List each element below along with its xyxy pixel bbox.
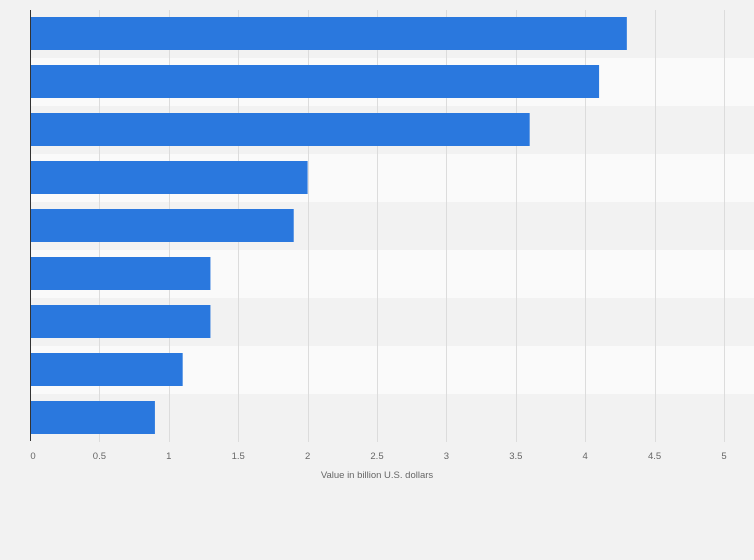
x-tick-label: 3	[444, 451, 449, 462]
bar[interactable]	[31, 17, 627, 50]
x-tick-label: 4	[583, 451, 588, 462]
bar[interactable]	[31, 257, 211, 290]
x-tick-label: 3.5	[509, 451, 522, 462]
x-tick-label: 2	[305, 451, 310, 462]
x-axis-title: Value in billion U.S. dollars	[321, 470, 434, 481]
bar[interactable]	[31, 353, 183, 386]
x-tick-label: 5	[721, 451, 726, 462]
bars	[31, 17, 627, 434]
x-tick-label: 0	[30, 451, 35, 462]
bar[interactable]	[31, 65, 600, 98]
x-tick-label: 1.5	[232, 451, 245, 462]
x-tick-label: 4.5	[648, 451, 661, 462]
x-tick-label: 2.5	[370, 451, 383, 462]
x-tick-label: 0.5	[93, 451, 106, 462]
bar[interactable]	[31, 401, 155, 434]
bar[interactable]	[31, 161, 308, 194]
bar[interactable]	[31, 113, 530, 146]
bar[interactable]	[31, 305, 211, 338]
x-tick-label: 1	[166, 451, 171, 462]
x-tick-labels: 0 0.5 1 1.5 2 2.5 3 3.5 4 4.5 5	[30, 451, 726, 462]
bar[interactable]	[31, 209, 294, 242]
